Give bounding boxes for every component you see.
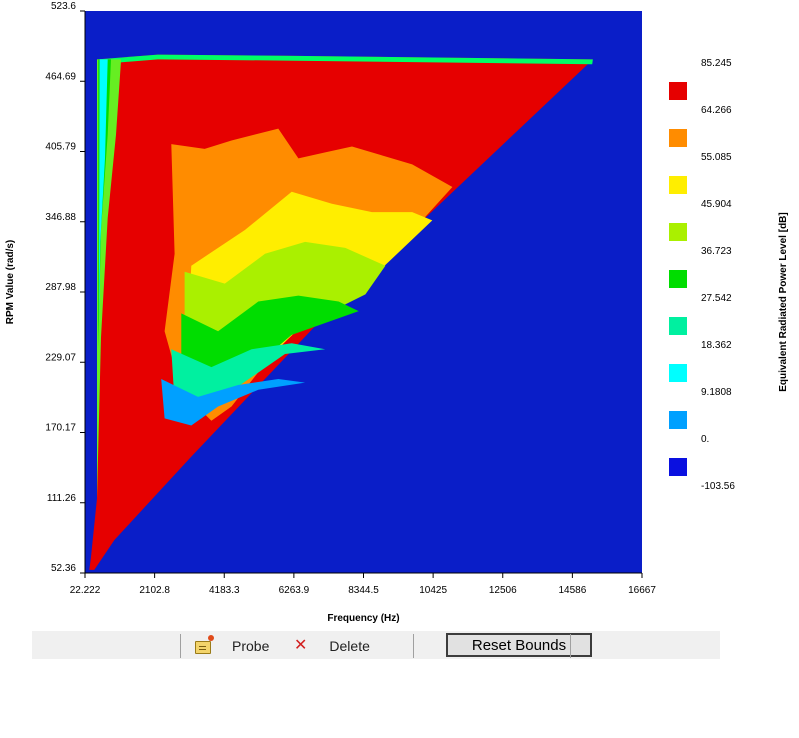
colorbar-level-label: 64.266 <box>701 105 732 116</box>
y-tick-label: 170.17 <box>45 423 76 434</box>
x-tick-label: 8344.5 <box>348 585 379 596</box>
colorbar-level-label: 27.542 <box>701 293 732 304</box>
y-tick-label: 52.36 <box>51 563 76 574</box>
delete-label: Delete <box>329 638 370 654</box>
x-tick-label: 4183.3 <box>209 585 240 596</box>
colorbar-swatch <box>669 364 687 382</box>
x-tick-label: 10425 <box>419 585 447 596</box>
contour-band-left-cyan <box>99 59 108 326</box>
delete-x-icon: ✕ <box>294 637 308 654</box>
y-tick-label: 346.88 <box>45 212 76 223</box>
colorbar-title: Equivalent Radiated Power Level [dB] <box>778 212 789 391</box>
y-tick-label: 287.98 <box>45 282 76 293</box>
x-tick-label: 14586 <box>558 585 586 596</box>
colorbar-swatch <box>669 176 687 194</box>
colorbar-swatch <box>669 82 687 100</box>
toolbar-separator <box>180 634 181 658</box>
x-tick-label: 12506 <box>489 585 517 596</box>
delete-button[interactable]: ✕ Delete <box>294 635 370 657</box>
toolbar-separator <box>413 634 414 658</box>
colorbar-level-label: 85.245 <box>701 58 732 69</box>
colorbar-swatch <box>669 129 687 147</box>
x-tick-label: 2102.8 <box>139 585 170 596</box>
colorbar-swatch <box>669 458 687 476</box>
colorbar-level-label: 36.723 <box>701 246 732 257</box>
axes: 22.222 2102.8 4183.3 6263.9 8344.5 10425 12506… <box>45 1 656 596</box>
colorbar-swatch <box>669 317 687 335</box>
colorbar-swatch <box>669 223 687 241</box>
y-tick-label: 405.79 <box>45 142 76 153</box>
x-tick-label: 6263.9 <box>279 585 310 596</box>
probe-label: Probe <box>232 638 270 654</box>
y-tick-label: 464.69 <box>45 71 76 82</box>
x-tick-label: 16667 <box>628 585 656 596</box>
colorbar-swatch <box>669 270 687 288</box>
y-tick-label: 111.26 <box>47 493 77 504</box>
toolbar-separator <box>570 634 571 658</box>
probe-icon <box>194 635 214 654</box>
probe-button[interactable]: Probe <box>194 635 269 657</box>
y-tick-label: 523.6 <box>51 1 76 12</box>
contour-band-edge-green <box>97 54 593 65</box>
colorbar-level-label: 45.904 <box>701 199 732 210</box>
reset-bounds-button[interactable]: Reset Bounds <box>446 633 592 657</box>
chart-toolbar: Probe ✕ Delete Reset Bounds <box>32 631 720 659</box>
x-axis-title: Frequency (Hz) <box>327 613 399 624</box>
plot-area[interactable] <box>85 11 642 573</box>
colorbar-level-label: 18.362 <box>701 340 732 351</box>
colorbar-level-label: 55.085 <box>701 152 732 163</box>
colorbar-level-label: 0. <box>701 434 709 445</box>
colorbar-legend: 85.245 64.266 55.085 45.904 36.723 27.542 18.3… <box>669 58 735 492</box>
colorbar-level-label: -103.56 <box>701 481 735 492</box>
reset-bounds-label: Reset Bounds <box>471 636 567 654</box>
colorbar-level-label: 9.1808 <box>701 387 732 398</box>
y-tick-label: 229.07 <box>45 352 76 363</box>
x-tick-label: 22.222 <box>70 585 101 596</box>
contour-band-b6 <box>161 379 306 426</box>
colorbar-swatch <box>669 411 687 429</box>
y-axis-title: RPM Value (rad/s) <box>5 240 16 324</box>
